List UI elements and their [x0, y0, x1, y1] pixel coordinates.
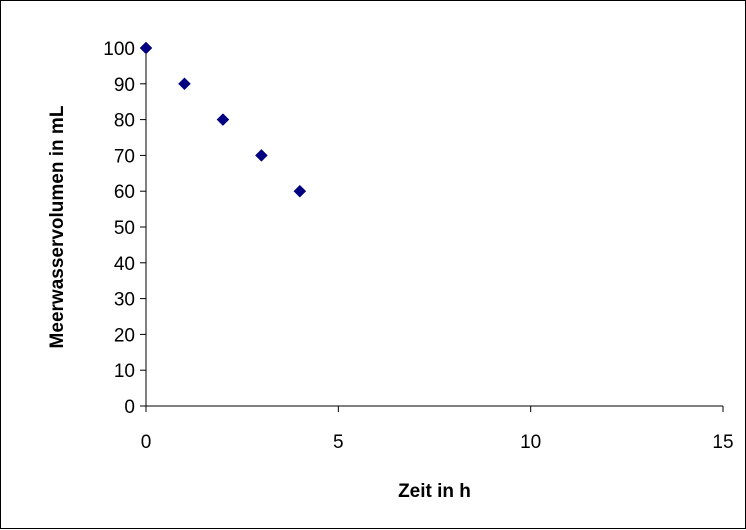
- y-tick-label: 10: [114, 361, 135, 382]
- x-tick-label: 15: [712, 432, 733, 453]
- data-points: [139, 41, 307, 198]
- x-axis-title: Zeit in h: [398, 481, 471, 502]
- y-tick-label: 90: [114, 75, 135, 96]
- y-tick-label: 0: [124, 397, 135, 418]
- y-tick-label: 80: [114, 111, 135, 132]
- data-point: [255, 149, 268, 162]
- data-point: [293, 184, 307, 198]
- y-axis-title: Meerwasservolumen in mL: [47, 105, 68, 348]
- data-point: [178, 77, 191, 91]
- y-tick-label: 70: [114, 146, 135, 167]
- x-tick-label: 10: [520, 432, 541, 453]
- x-tick-label: 5: [333, 432, 344, 453]
- y-tick-label: 20: [114, 325, 135, 346]
- y-tick-label: 50: [114, 218, 135, 239]
- y-axis-ticks: 0 10 20 30 40 50 60 70 80 90 100: [103, 39, 146, 418]
- data-point: [216, 113, 230, 126]
- y-tick-label: 40: [114, 254, 135, 275]
- y-tick-label: 30: [114, 290, 135, 311]
- x-tick-label: 0: [141, 432, 152, 453]
- y-tick-label: 60: [114, 182, 135, 203]
- axes: [145, 48, 723, 407]
- x-axis-ticks: 0 5 10 15: [141, 406, 734, 453]
- y-tick-label: 100: [103, 39, 135, 60]
- data-point: [139, 41, 153, 55]
